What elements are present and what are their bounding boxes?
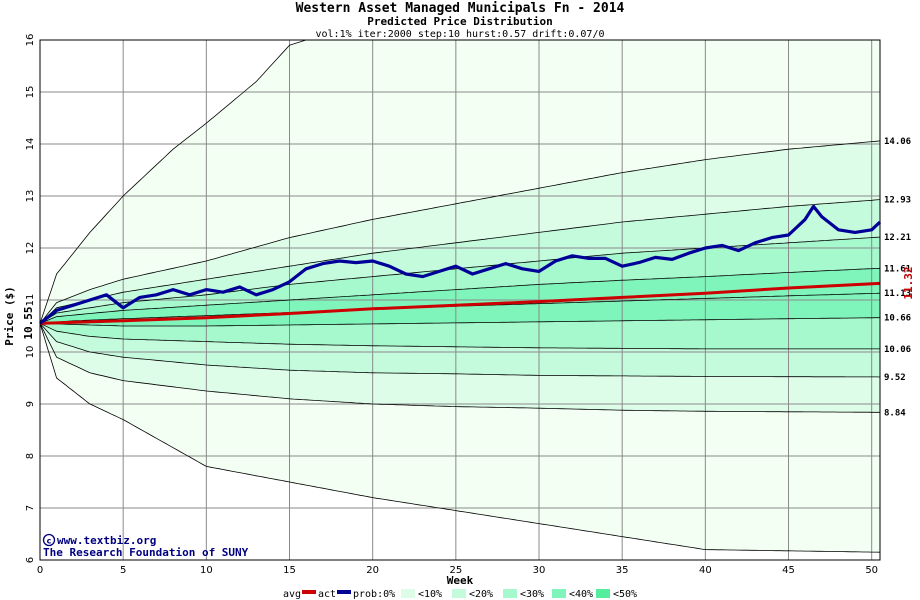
percentile-end-label-5: 11.13	[884, 289, 911, 299]
percentile-curve-8	[39, 323, 881, 378]
chart-params: vol:1% iter:2000 step:10 hurst:0.57 drif…	[316, 29, 605, 40]
y-tick-label: 13	[25, 190, 36, 203]
y-tick-label: 15	[25, 86, 36, 99]
percentile-end-label-4: 11.61	[884, 264, 911, 274]
legend-act-swatch	[337, 590, 351, 594]
y-tick-labels: 6 7 8 9 10 11 12 13 14 15 16	[25, 34, 36, 564]
x-axis-label: Week	[447, 574, 474, 587]
x-tick-label: 0	[37, 565, 43, 576]
credit-organization: The Research Foundation of SUNY	[43, 546, 249, 559]
percentile-curve-6	[39, 317, 880, 327]
x-tick-label: 30	[533, 565, 546, 576]
percentile-end-label-2: 12.93	[884, 196, 911, 206]
legend-band-label-0: <10%	[418, 589, 442, 600]
credit-website: www.textbiz.org	[57, 534, 156, 547]
legend-avg-swatch	[302, 590, 316, 594]
probability-band-4	[40, 268, 880, 326]
percentile-end-label-8: 9.52	[884, 373, 906, 383]
percentile-end-labels: 14.06 12.93 12.21 11.61 11.13 10.66 10.06 9.52 8…	[884, 137, 911, 418]
legend-band-swatch-3	[552, 589, 566, 598]
percentile-curve-7	[39, 323, 880, 350]
y-tick-label: 7	[25, 505, 36, 511]
x-tick-label: 25	[449, 565, 462, 576]
percentile-curve-10	[39, 323, 881, 553]
x-tick-label: 10	[200, 565, 213, 576]
svg-text:c: c	[47, 537, 52, 546]
percentile-curve-1	[39, 140, 881, 324]
y-tick-label: 9	[25, 401, 36, 407]
legend-band-label-1: <20%	[469, 589, 493, 600]
legend-band-swatch-4	[596, 589, 610, 598]
y-tick-label: 14	[25, 138, 36, 151]
chart-subtitle: Predicted Price Distribution	[367, 15, 552, 28]
series-line-avg	[39, 281, 881, 325]
x-tick-labels: 0 5 10 15 20 25 30 35 40 45 50	[37, 565, 878, 576]
percentile-end-label-9: 8.84	[884, 408, 906, 418]
percentile-end-label-6: 10.66	[884, 314, 911, 324]
percentile-curve-4	[39, 267, 881, 324]
legend-band-label-2: <30%	[520, 589, 544, 600]
legend-band-swatch-2	[503, 589, 517, 598]
plot-frame	[39, 39, 881, 561]
chart-title: Western Asset Managed Municipals Fn - 20…	[296, 1, 625, 16]
y-tick-label: 8	[25, 453, 36, 459]
percentile-curve-9	[39, 323, 880, 413]
legend-act-label: act	[318, 589, 336, 600]
x-tick-label: 50	[865, 565, 878, 576]
percentile-end-label-3: 12.21	[884, 233, 911, 243]
percentile-curve-2	[39, 199, 881, 324]
legend-band-label-4: <50%	[613, 589, 637, 600]
x-tick-label: 20	[366, 565, 379, 576]
series-lines	[39, 204, 882, 325]
start-price-label: 10.55	[22, 306, 35, 339]
percentile-end-label-7: 10.06	[884, 345, 911, 355]
y-tick-label: 11	[25, 294, 36, 307]
y-tick-label: 6	[25, 557, 36, 563]
copyright-mark: c	[42, 533, 56, 547]
y-tick-label: 10	[25, 346, 36, 359]
legend-prob-label: prob:0%	[353, 589, 395, 600]
legend-band-label-3: <40%	[569, 589, 593, 600]
x-tick-label: 15	[283, 565, 296, 576]
legend: avg act prob:0% <10% <20% <30% <40% <50%	[283, 589, 637, 600]
x-tick-label: 40	[699, 565, 712, 576]
y-tick-label: 16	[25, 34, 36, 47]
percentile-end-label-1: 14.06	[884, 137, 911, 147]
probability-bands	[40, 40, 880, 553]
legend-avg-label: avg	[283, 589, 301, 600]
legend-band-swatch-0	[401, 589, 415, 598]
legend-band-swatch-1	[452, 589, 466, 598]
x-tick-label: 35	[616, 565, 629, 576]
series-line-act	[39, 204, 882, 325]
y-axis-label: Price ($)	[3, 286, 16, 346]
x-tick-label: 45	[782, 565, 795, 576]
x-tick-label: 5	[120, 565, 126, 576]
y-tick-label: 12	[25, 242, 36, 255]
end-avg-label: 11.32	[902, 266, 915, 299]
